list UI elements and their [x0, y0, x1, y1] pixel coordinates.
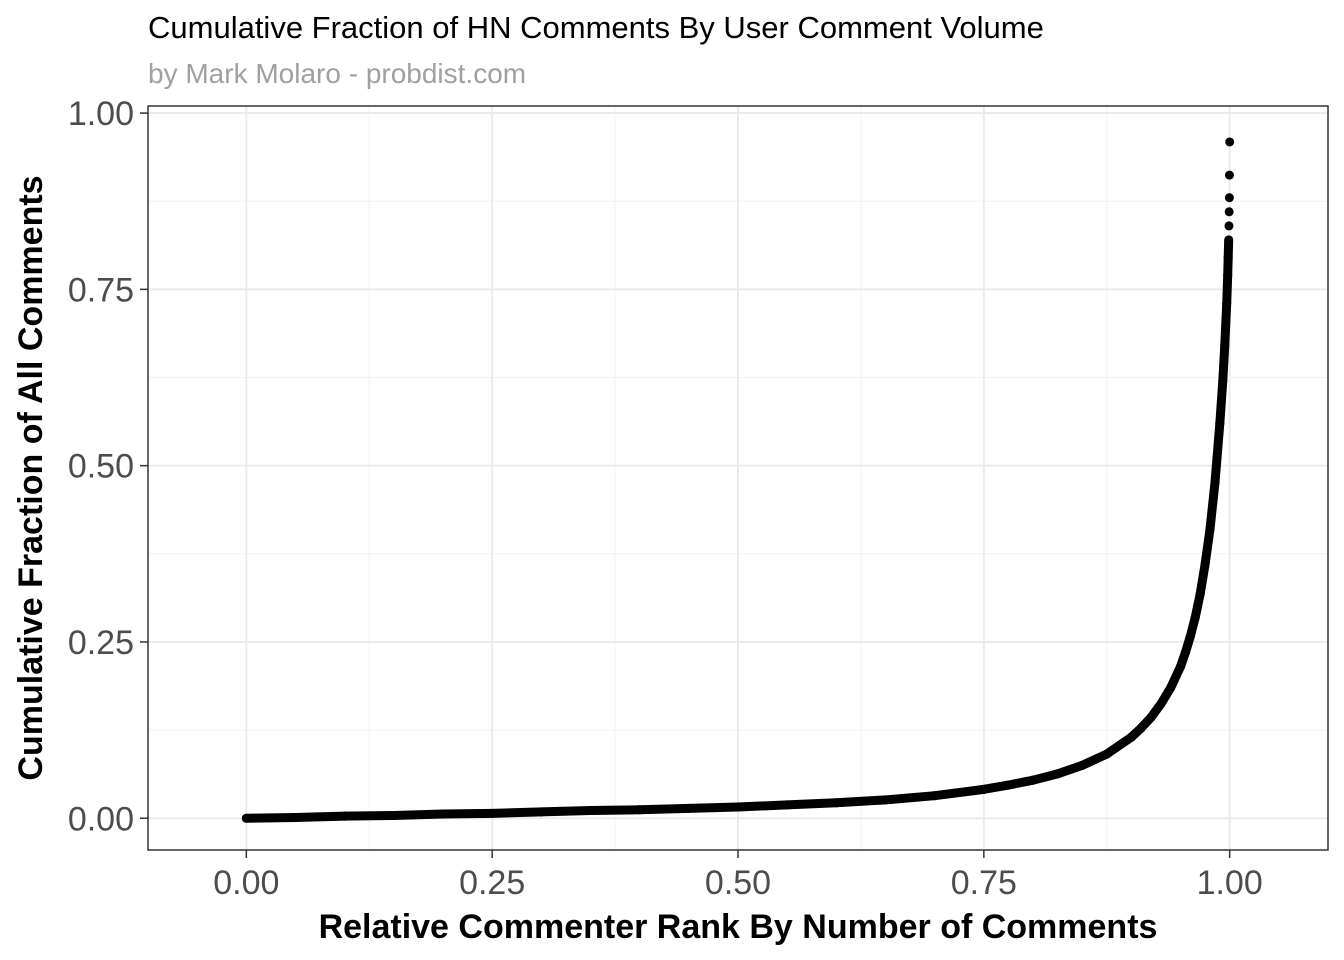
data-point	[684, 803, 694, 813]
data-point	[1126, 732, 1136, 742]
data-point-band	[340, 810, 399, 821]
data-point-band	[438, 808, 497, 819]
data-point	[487, 808, 497, 818]
x-tick-label: 0.75	[951, 864, 1017, 902]
data-point	[586, 806, 595, 816]
data-point	[1146, 712, 1156, 722]
y-tick-label: 1.00	[68, 95, 134, 133]
data-point-band	[881, 791, 940, 805]
data-point	[1028, 775, 1038, 785]
y-axis-ticks: 0.00 0.25 0.50 0.75 1.00	[68, 95, 148, 838]
data-point	[733, 802, 743, 812]
data-point-band	[635, 803, 694, 815]
data-point	[340, 811, 350, 821]
data-point-band	[684, 802, 743, 813]
data-point	[831, 798, 841, 808]
data-point	[1224, 170, 1234, 180]
data-point	[1224, 207, 1234, 217]
data-point-band	[930, 784, 989, 801]
data-point	[881, 795, 890, 805]
data-point-band	[1205, 478, 1220, 534]
data-point-band	[782, 798, 841, 810]
data-point-band	[1195, 559, 1210, 599]
data-point-band	[831, 795, 890, 808]
data-point-band	[487, 807, 546, 818]
data-point-band	[1215, 376, 1228, 428]
y-tick-label: 0.75	[68, 271, 134, 309]
x-tick-label: 0.25	[459, 864, 525, 902]
y-axis-title: Cumulative Fraction of All Comments	[12, 175, 50, 780]
data-point-band	[1077, 749, 1112, 770]
data-point	[1225, 137, 1235, 147]
chart-subtitle: by Mark Molaro - probdist.com	[148, 58, 527, 89]
data-point-band	[389, 809, 448, 820]
x-axis-title: Relative Commenter Rank By Number of Com…	[319, 908, 1158, 946]
data-point	[1222, 298, 1232, 308]
x-tick-label: 0.00	[213, 864, 279, 902]
x-tick-label: 1.00	[1197, 864, 1263, 902]
data-point	[1003, 780, 1013, 790]
data-point	[1223, 253, 1233, 263]
data-point	[1224, 221, 1234, 231]
y-tick-label: 0.50	[68, 448, 134, 486]
data-point-band	[586, 805, 645, 816]
data-point	[1223, 270, 1233, 280]
data-point-band	[241, 813, 300, 823]
data-point	[782, 800, 792, 810]
data-point	[1053, 769, 1063, 779]
data-point-band	[733, 800, 792, 812]
data-point	[1180, 648, 1190, 658]
data-point	[979, 784, 989, 794]
data-point	[1224, 193, 1234, 203]
chart-title: Cumulative Fraction of HN Comments By Us…	[148, 10, 1044, 45]
data-point-band	[536, 806, 595, 817]
data-point	[1215, 418, 1225, 428]
data-point	[1205, 524, 1215, 534]
x-tick-label: 0.50	[705, 864, 771, 902]
data-point	[1102, 749, 1112, 759]
data-point	[1220, 341, 1230, 351]
data-point	[1195, 589, 1205, 599]
data-point	[1156, 699, 1166, 709]
y-tick-label: 0.25	[68, 624, 134, 662]
data-point	[1224, 235, 1234, 245]
data-point	[1210, 478, 1220, 488]
data-point-band	[1200, 524, 1215, 569]
data-point-band	[1222, 270, 1233, 308]
data-point	[1190, 612, 1200, 622]
x-axis-ticks: 0.00 0.25 0.50 0.75 1.00	[213, 850, 1263, 902]
data-point	[1218, 376, 1228, 386]
data-point-band	[291, 811, 350, 823]
data-point-band	[1210, 418, 1225, 488]
data-points	[241, 137, 1235, 823]
y-tick-label: 0.00	[68, 800, 134, 838]
data-point	[241, 813, 251, 823]
data-point	[1176, 662, 1185, 672]
data-point	[536, 807, 546, 817]
data-point	[1077, 760, 1087, 770]
data-point	[930, 791, 940, 801]
data-point	[1200, 559, 1210, 569]
data-point	[1136, 723, 1146, 733]
data-point-band	[1102, 732, 1136, 759]
data-point	[1185, 631, 1195, 641]
data-point-band	[1220, 298, 1232, 351]
data-point	[291, 813, 300, 823]
data-point	[635, 805, 645, 815]
data-point	[438, 809, 448, 819]
data-point	[389, 810, 399, 820]
data-point-band	[1218, 341, 1230, 386]
grid-major	[148, 106, 1328, 850]
data-point	[1166, 683, 1176, 693]
